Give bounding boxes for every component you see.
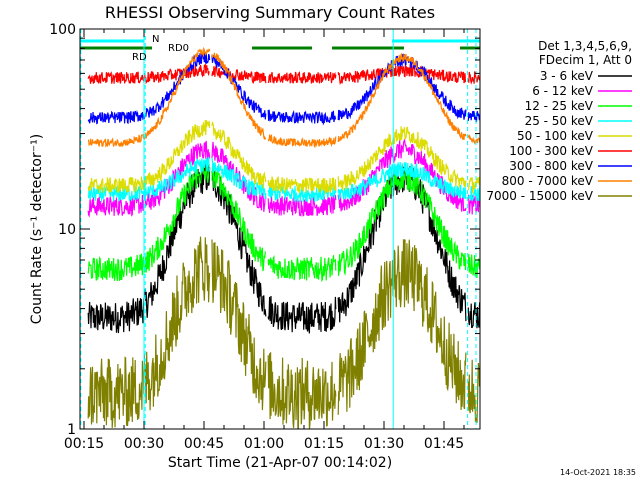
x-tick-label-6: 01:45: [424, 436, 464, 452]
legend-label-2: 12 - 25 keV: [525, 99, 594, 113]
series-line-0: [87, 163, 481, 334]
x-tick-label-2: 00:45: [184, 436, 224, 452]
y-tick-label-2: 100: [49, 22, 76, 38]
legend-label-8: 7000 - 15000 keV: [486, 189, 593, 203]
vertical-markers: [80, 29, 477, 429]
y-axis-label: Count Rate (s⁻¹ detector⁻¹): [29, 134, 45, 324]
plot-frame: [79, 28, 481, 430]
chart-title: RHESSI Observing Summary Count Rates: [105, 3, 435, 22]
x-tick-label-1: 00:30: [124, 436, 164, 452]
legend-header-1: FDecim 1, Att 0: [539, 53, 632, 67]
axes: 00:15 00:30 00:45 01:00 01:15 01:30 01:45 1 10 10…: [49, 22, 480, 452]
footer-timestamp: 14-Oct-2021 18:35: [560, 468, 636, 477]
series-line-5: [87, 63, 481, 85]
legend: Det 1,3,4,5,6,9,FDecim 1, Att 0 3 - 6 keV…: [486, 39, 632, 203]
legend-label-1: 6 - 12 keV: [532, 84, 594, 98]
legend-label-7: 800 - 7000 keV: [502, 174, 594, 188]
legend-label-3: 25 - 50 keV: [525, 114, 594, 128]
legend-label-5: 100 - 300 keV: [509, 144, 593, 158]
legend-label-4: 50 - 100 keV: [517, 129, 594, 143]
series-line-7: [87, 46, 481, 149]
series-line-4: [87, 120, 481, 195]
legend-label-6: 300 - 800 keV: [509, 159, 593, 173]
x-tick-label-3: 01:00: [244, 436, 284, 452]
x-tick-label-5: 01:30: [364, 436, 404, 452]
series-lines: [87, 46, 481, 430]
y-tick-label-0: 1: [67, 422, 76, 438]
x-axis-label: Start Time (21-Apr-07 00:14:02): [168, 455, 392, 471]
series-line-2: [87, 162, 481, 283]
x-tick-label-4: 01:15: [304, 436, 344, 452]
observing-bars: [80, 39, 480, 50]
annotations: N RD0 RD: [132, 34, 189, 63]
annotation-0: N: [152, 34, 159, 45]
annotation-1: RD0: [168, 43, 189, 54]
legend-label-0: 3 - 6 keV: [540, 69, 594, 83]
x-tick-label-0: 00:15: [64, 436, 104, 452]
series-line-6: [87, 50, 481, 126]
series-line-3: [88, 156, 481, 204]
series-line-8: [87, 236, 481, 430]
legend-header-0: Det 1,3,4,5,6,9,: [538, 39, 632, 53]
annotation-2: RD: [132, 52, 147, 63]
y-tick-label-1: 10: [58, 222, 76, 238]
